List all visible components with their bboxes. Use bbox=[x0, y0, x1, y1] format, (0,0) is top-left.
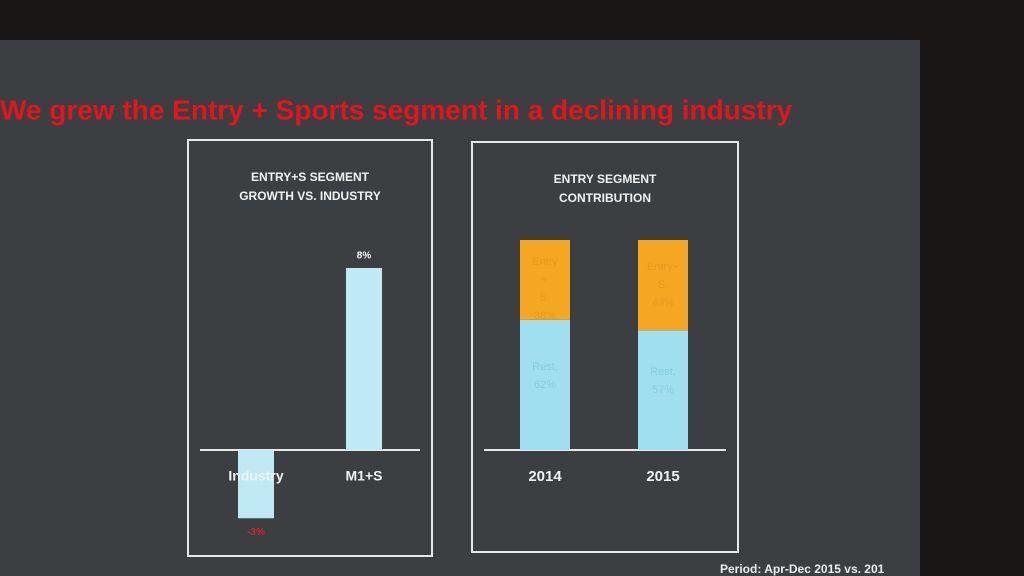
bar-segment bbox=[638, 240, 688, 331]
category-label: 2015 bbox=[646, 468, 679, 485]
bar bbox=[238, 450, 274, 519]
segment-label: Rest, 57% bbox=[650, 366, 676, 396]
bar bbox=[346, 268, 382, 450]
chart-title: ENTRY SEGMENT CONTRIBUTION bbox=[554, 172, 657, 205]
bar-segment bbox=[520, 319, 570, 450]
slide-title: We grew the Entry + Sports segment in a … bbox=[0, 94, 793, 125]
segment-label: Entry + S, 38% bbox=[532, 256, 558, 322]
chart-frame bbox=[471, 141, 739, 553]
footnote: Period: Apr-Dec 2015 vs. 201 bbox=[720, 562, 885, 576]
chart-title: ENTRY+S SEGMENT GROWTH VS. INDUSTRY bbox=[239, 170, 381, 203]
category-label: Industry bbox=[228, 468, 283, 484]
value-label: -3% bbox=[247, 527, 265, 538]
bar-segment bbox=[638, 330, 688, 450]
segment-label: Rest, 62% bbox=[532, 361, 558, 391]
segment-label: Entry+ S, 43% bbox=[647, 261, 679, 309]
chart-frame bbox=[187, 139, 433, 557]
slide bbox=[0, 40, 920, 576]
category-label: M1+S bbox=[346, 468, 383, 484]
category-label: 2014 bbox=[528, 468, 562, 485]
bar-segment bbox=[520, 240, 570, 320]
value-label: 8% bbox=[357, 251, 372, 262]
